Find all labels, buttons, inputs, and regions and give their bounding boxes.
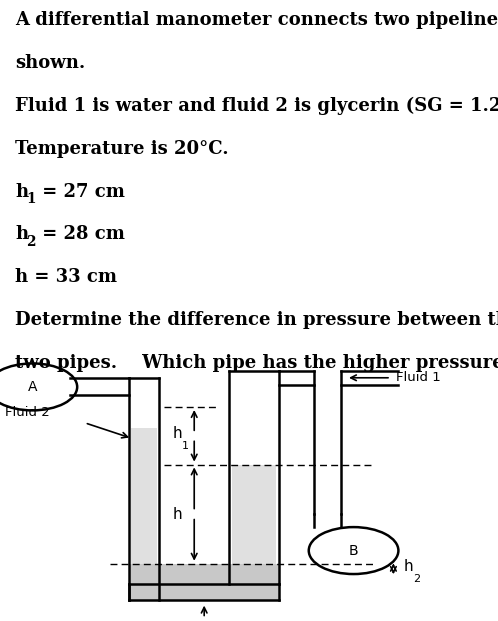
Text: B: B <box>349 543 359 558</box>
Bar <box>131 428 157 564</box>
Text: two pipes.    Which pipe has the higher pressure?: two pipes. Which pipe has the higher pre… <box>15 354 498 372</box>
Text: Fluid 2: Fluid 2 <box>5 406 50 419</box>
Text: A: A <box>27 380 37 394</box>
Text: 2: 2 <box>26 235 35 249</box>
Text: h: h <box>172 426 182 441</box>
Text: Fluid 1: Fluid 1 <box>396 371 441 384</box>
Bar <box>232 465 276 564</box>
Text: shown.: shown. <box>15 54 85 72</box>
Text: h: h <box>15 183 28 201</box>
Text: 1: 1 <box>182 442 189 451</box>
Text: = 28 cm: = 28 cm <box>36 225 124 243</box>
Text: = 27 cm: = 27 cm <box>36 183 124 201</box>
Text: A differential manometer connects two pipelines as: A differential manometer connects two pi… <box>15 11 498 29</box>
Text: Fluid 1 is water and fluid 2 is glycerin (SG = 1.26).: Fluid 1 is water and fluid 2 is glycerin… <box>15 97 498 115</box>
Text: 1: 1 <box>26 192 35 206</box>
Text: Determine the difference in pressure between the: Determine the difference in pressure bet… <box>15 311 498 329</box>
Bar <box>129 564 279 600</box>
Text: h: h <box>403 559 413 574</box>
Text: h: h <box>15 225 28 243</box>
Text: h = 33 cm: h = 33 cm <box>15 268 117 286</box>
Text: 2: 2 <box>413 574 420 584</box>
Text: Temperature is 20°C.: Temperature is 20°C. <box>15 140 229 158</box>
Text: h: h <box>172 507 182 522</box>
